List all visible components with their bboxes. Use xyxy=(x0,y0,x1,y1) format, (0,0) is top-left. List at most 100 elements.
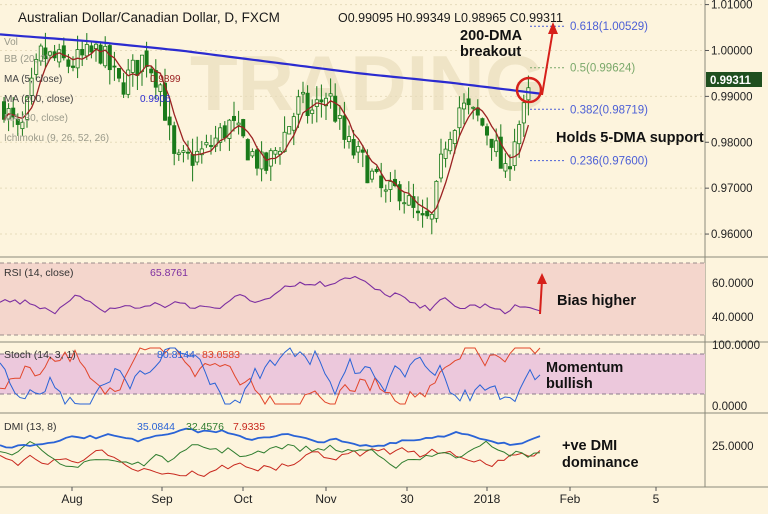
candle xyxy=(374,166,379,174)
dmi-tick-25: 25.0000 xyxy=(712,441,754,453)
candle xyxy=(356,141,361,164)
stoch-d-line xyxy=(0,347,541,405)
watermark: TRADING xyxy=(190,39,545,127)
candle xyxy=(420,199,425,228)
candle xyxy=(204,134,209,148)
time-tick: 2018 xyxy=(474,492,501,506)
last-price: 0.99311 xyxy=(710,75,752,87)
stoch-band xyxy=(0,354,705,394)
candle xyxy=(443,141,448,168)
fib-label: 0.382(0.98719) xyxy=(570,104,648,116)
candle xyxy=(71,56,76,72)
support-annotation: Holds 5-DMA support xyxy=(556,130,704,146)
candle xyxy=(411,183,416,219)
dmi-plus-value: 32.4576 xyxy=(186,421,224,433)
candle xyxy=(254,145,259,176)
fib-label: 0.236(0.97600) xyxy=(570,156,648,168)
candle xyxy=(167,101,172,141)
fib-label: 0.618(1.00529) xyxy=(570,21,648,33)
candle xyxy=(172,121,177,166)
rsi-arrow xyxy=(539,279,543,315)
price-tick: 0.96000 xyxy=(711,229,753,241)
price-tick: 1.00000 xyxy=(711,45,753,57)
candle xyxy=(250,148,255,159)
candle xyxy=(11,97,16,128)
candle xyxy=(287,126,292,135)
vol-label: Vol xyxy=(4,37,18,48)
dmi-minus-line xyxy=(0,447,541,477)
breakout-circle xyxy=(515,76,543,104)
candle xyxy=(107,43,112,85)
candle xyxy=(158,83,163,107)
candle xyxy=(218,122,223,152)
breakout-arrow-head xyxy=(548,22,558,34)
rsi-annotation: Bias higher xyxy=(557,293,636,309)
candle xyxy=(383,184,388,203)
candle xyxy=(259,141,264,182)
rsi-label: RSI (14, close) xyxy=(4,267,73,279)
stoch-k-line xyxy=(0,347,541,406)
dmi-annotation-1: +ve DMI xyxy=(562,438,617,454)
price-tick: 0.99000 xyxy=(711,91,753,103)
candle xyxy=(369,168,374,183)
candle xyxy=(227,118,232,151)
candle xyxy=(130,54,135,87)
candle xyxy=(24,95,29,128)
candle xyxy=(57,43,62,68)
candle xyxy=(489,138,494,161)
candle xyxy=(438,138,443,183)
candle xyxy=(337,105,342,130)
ma5-line xyxy=(3,48,530,214)
candle xyxy=(181,145,186,163)
candle xyxy=(319,84,324,118)
ohlc-readout: O0.99095 H0.99349 L0.98965 C0.99311 xyxy=(338,11,563,25)
candle xyxy=(397,180,402,211)
candle xyxy=(176,149,181,161)
candle xyxy=(199,140,204,164)
ichimoku-label: Ichimoku (9, 26, 52, 26) xyxy=(4,133,109,144)
candle xyxy=(162,68,167,121)
time-tick: Aug xyxy=(61,492,82,506)
candle xyxy=(61,37,66,61)
dmi-minus-value: 7.9335 xyxy=(233,421,265,433)
candle xyxy=(507,154,512,181)
candle xyxy=(434,180,439,223)
ma200-label: MA (200, close) xyxy=(4,94,73,105)
instrument-title: Australian Dollar/Canadian Dollar, D, FX… xyxy=(18,10,280,25)
candle xyxy=(310,99,315,124)
price-tick: 0.98000 xyxy=(711,137,753,149)
time-tick: Nov xyxy=(315,492,336,506)
dmi-adx-value: 35.0844 xyxy=(137,421,175,433)
candle xyxy=(379,162,384,198)
stoch-tick-0: 0.0000 xyxy=(712,401,747,413)
candle xyxy=(328,78,333,109)
time-tick: Feb xyxy=(560,492,581,506)
candle xyxy=(117,67,122,83)
candle xyxy=(342,101,347,149)
candle xyxy=(388,172,393,202)
fib-label: 0.5(0.99624) xyxy=(570,63,635,75)
candle xyxy=(121,72,126,98)
candle xyxy=(305,85,310,124)
ma5-value: 0.9899 xyxy=(150,74,181,85)
candle xyxy=(195,136,200,166)
last-price-badge xyxy=(706,72,762,87)
candle xyxy=(498,124,503,169)
candle xyxy=(149,65,154,82)
candle xyxy=(296,89,301,128)
candle xyxy=(103,36,108,69)
candle xyxy=(402,192,407,214)
rsi-value: 65.8761 xyxy=(150,267,188,279)
candle xyxy=(480,117,485,127)
price-tick: 0.97000 xyxy=(711,183,753,195)
bb-label: BB (20, 2) xyxy=(4,54,49,65)
breakout-annotation-1: 200-DMA xyxy=(460,28,523,44)
candle xyxy=(457,96,462,136)
ma-extra-label: MA (30, close) xyxy=(4,113,68,124)
candle xyxy=(448,131,453,155)
candle xyxy=(112,51,117,81)
candle xyxy=(360,145,365,168)
stoch-label: Stoch (14, 3, 1) xyxy=(4,349,76,361)
